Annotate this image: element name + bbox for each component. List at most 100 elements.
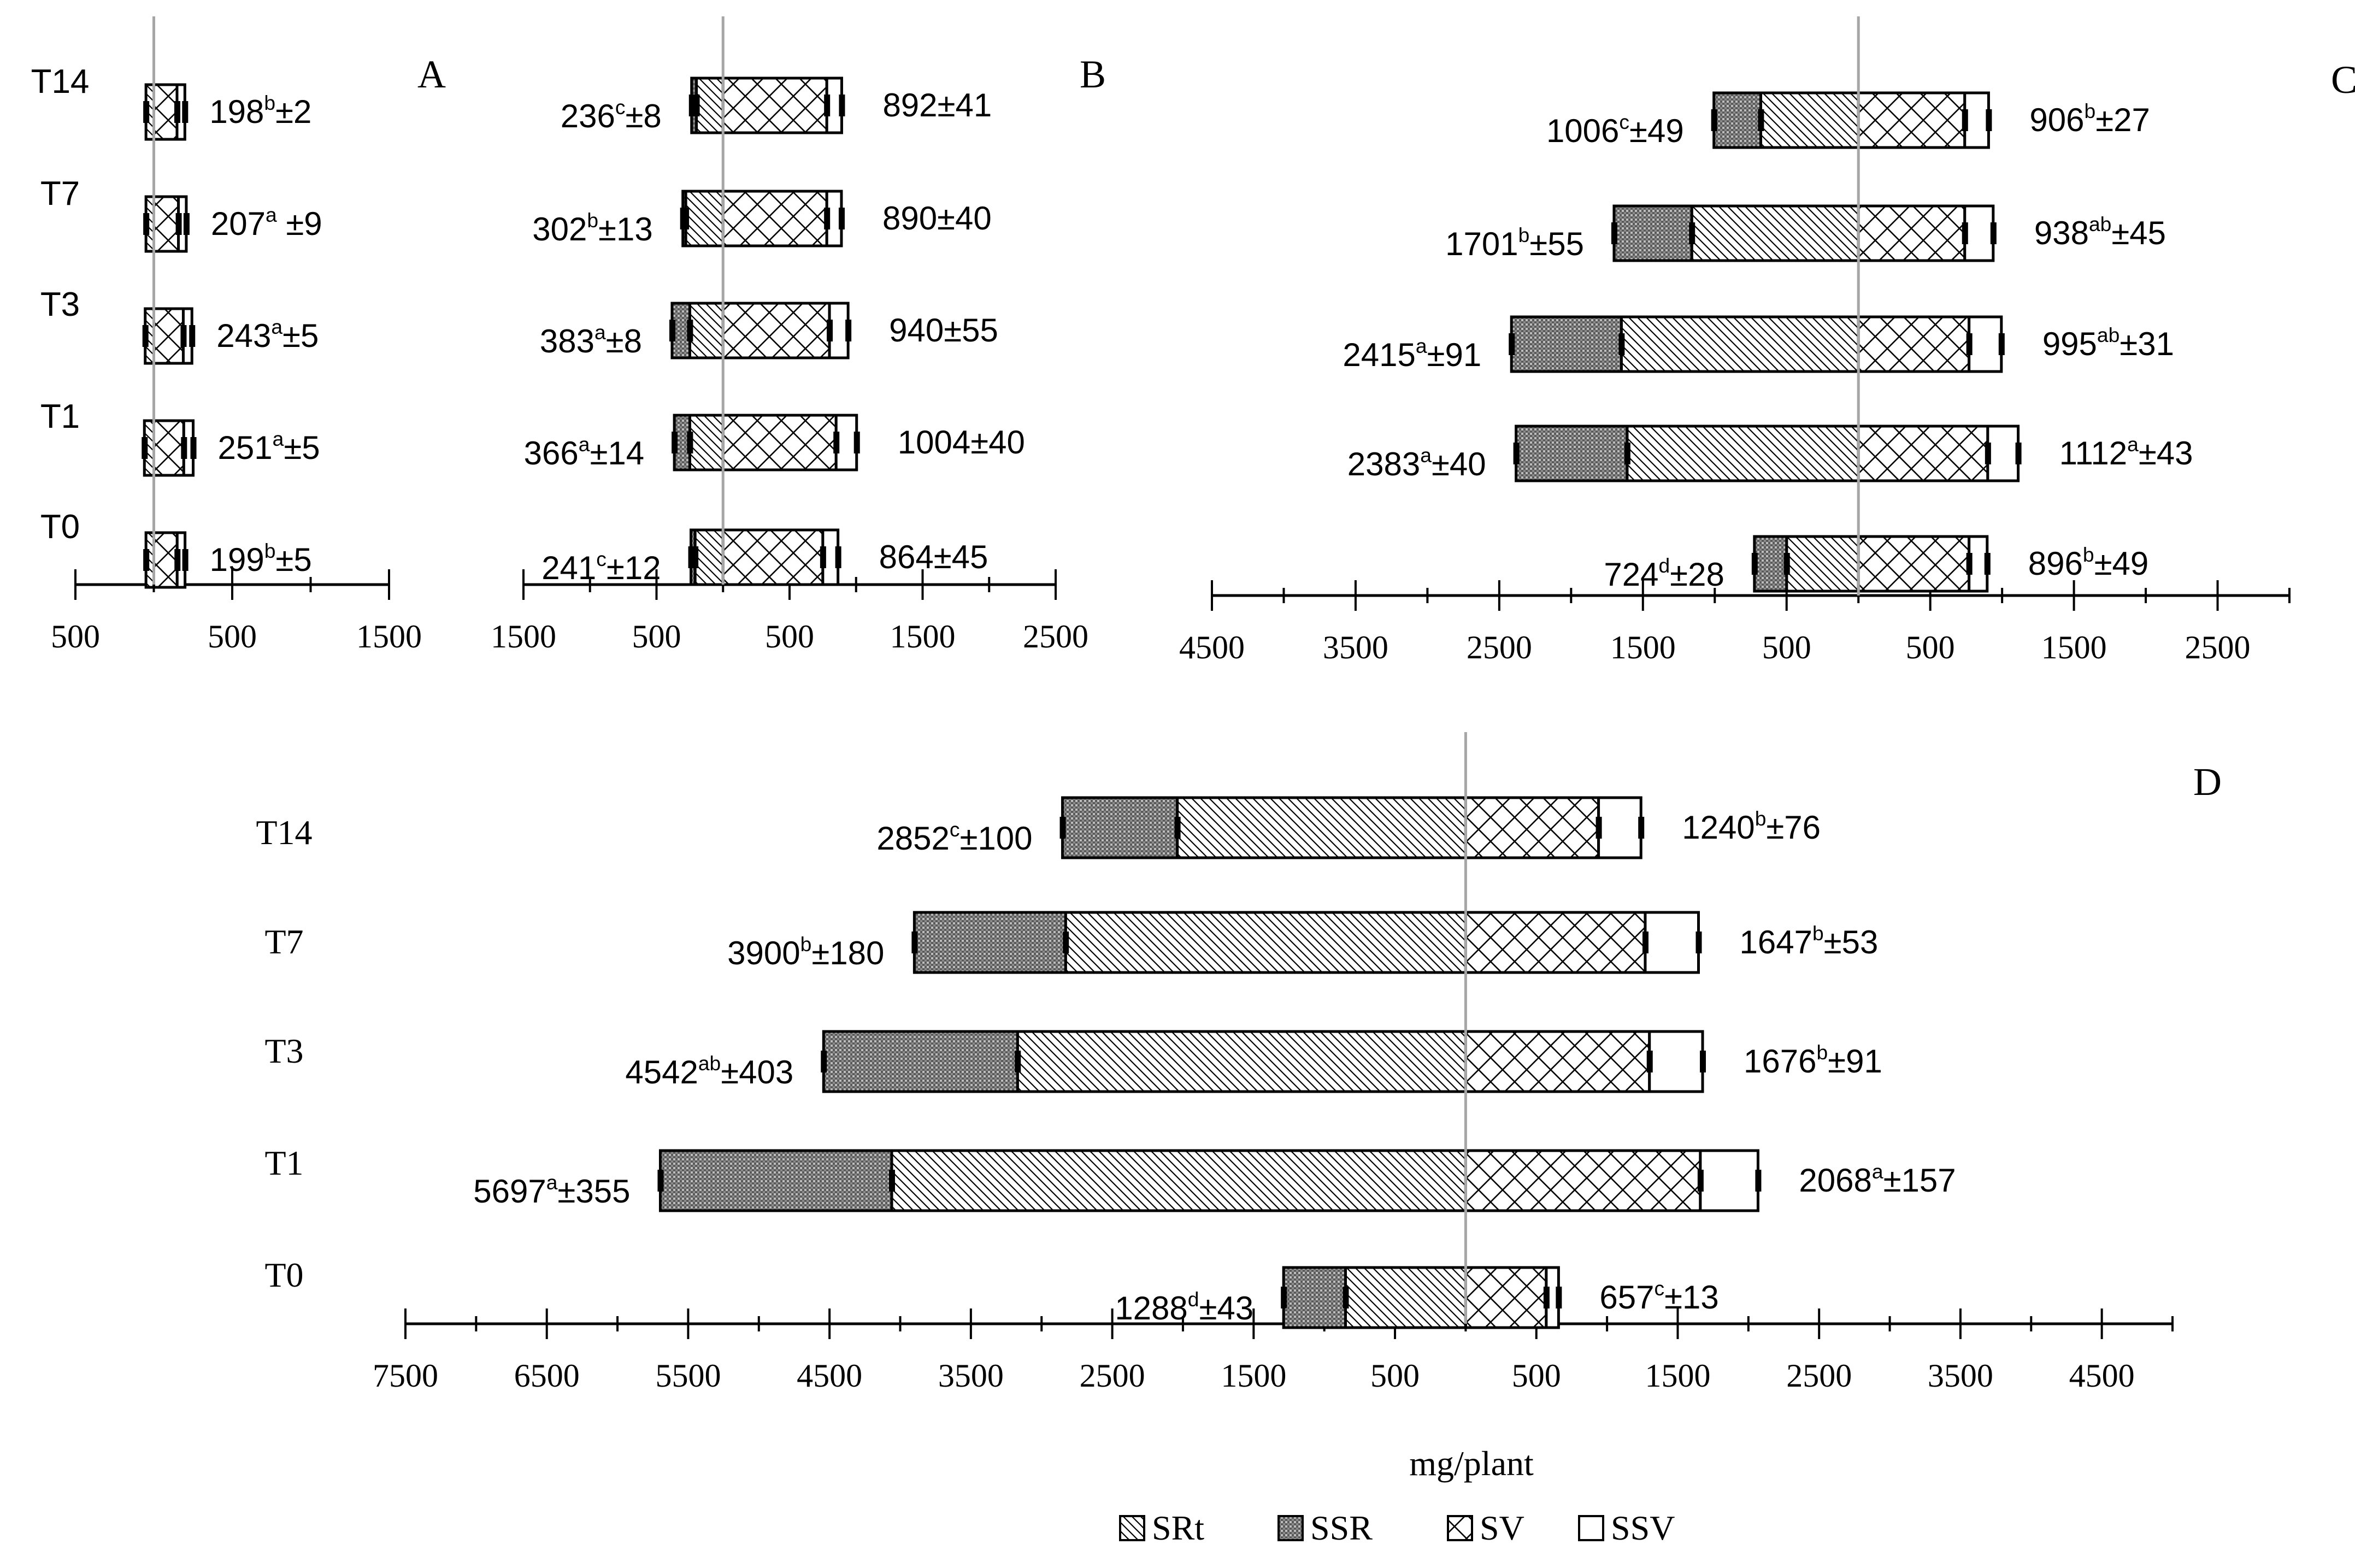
x-tick-label: 2500 bbox=[1023, 618, 1088, 655]
x-tick-label: 500 bbox=[1906, 629, 1955, 665]
error-bar bbox=[1618, 333, 1625, 355]
value-label-right: 243a±5 bbox=[216, 315, 319, 354]
value-label-left: 3900b±180 bbox=[727, 933, 884, 971]
error-bar bbox=[669, 320, 675, 341]
x-tick-label: 500 bbox=[1762, 629, 1811, 665]
error-bar bbox=[827, 320, 833, 341]
value-label-right: 896b±49 bbox=[2028, 543, 2148, 582]
bar-ssr bbox=[912, 911, 1067, 974]
error-bar bbox=[1758, 109, 1764, 131]
panel-letter: A bbox=[417, 52, 446, 96]
panel-a: 500 500 1500 198b±2 207a ±9 243a±5 251a±5 199b±… bbox=[31, 16, 446, 655]
error-bar bbox=[1646, 1051, 1653, 1072]
bar-ssv bbox=[1648, 1030, 1704, 1093]
x-tick-label: 6500 bbox=[514, 1358, 580, 1394]
bar-ssv bbox=[1963, 204, 1995, 262]
error-bar bbox=[1985, 443, 1991, 464]
error-bar bbox=[142, 437, 148, 459]
value-label-left: 4542ab±403 bbox=[625, 1052, 793, 1090]
bar-srt bbox=[1064, 911, 1467, 974]
value-label-right: 938ab±45 bbox=[2034, 213, 2166, 251]
bar-ssv bbox=[1699, 1149, 1759, 1212]
error-bar bbox=[1611, 222, 1617, 244]
error-bar bbox=[1509, 333, 1515, 355]
value-label-right: 1004±40 bbox=[898, 424, 1025, 461]
value-label-right: 864±45 bbox=[879, 539, 988, 575]
error-bar bbox=[1174, 817, 1181, 839]
bar-srt bbox=[1690, 204, 1860, 262]
error-bar bbox=[175, 213, 182, 235]
error-bar bbox=[1281, 1287, 1287, 1308]
value-label-right: 1647b±53 bbox=[1740, 922, 1879, 960]
error-bar bbox=[824, 95, 831, 116]
error-bar bbox=[688, 546, 694, 568]
error-bar bbox=[1543, 1287, 1550, 1308]
bar-srt bbox=[1759, 91, 1860, 149]
bar-sv bbox=[1857, 425, 1989, 482]
value-label-right: 1240b±76 bbox=[1682, 807, 1821, 846]
error-bar bbox=[1689, 222, 1695, 244]
bar-ssv bbox=[1963, 91, 1990, 149]
error-bar bbox=[174, 101, 180, 123]
bar-sv bbox=[152, 531, 179, 589]
error-bar bbox=[1343, 1287, 1349, 1308]
error-bar bbox=[1998, 333, 2005, 355]
x-tick-label: 1500 bbox=[356, 618, 422, 655]
panel-c: 4500 3500 2500 1500 500 500 1500 2500 906b±27 100… bbox=[1179, 16, 2355, 665]
error-bar bbox=[183, 213, 190, 235]
error-bar bbox=[182, 549, 189, 571]
x-tick-label: 500 bbox=[632, 618, 681, 655]
error-bar bbox=[182, 101, 189, 123]
x-tick-label: 1500 bbox=[1645, 1358, 1710, 1394]
category-label: T14 bbox=[31, 63, 90, 101]
x-tick-label: 3500 bbox=[1323, 629, 1388, 665]
error-bar bbox=[1556, 1287, 1562, 1308]
error-bar bbox=[672, 432, 678, 453]
value-label-right: 251a±5 bbox=[218, 427, 320, 466]
error-bar bbox=[190, 437, 197, 459]
value-label-left: 5697a±355 bbox=[473, 1171, 630, 1210]
error-bar bbox=[824, 208, 831, 229]
value-label-right: 940±55 bbox=[889, 312, 998, 349]
x-tick-label: 2500 bbox=[1786, 1358, 1852, 1394]
x-tick-label: 1500 bbox=[2041, 629, 2107, 665]
bar-sv bbox=[152, 307, 185, 365]
legend: SRt SSR SV SSV bbox=[1119, 1508, 1675, 1547]
value-label-right: 892±41 bbox=[882, 87, 992, 123]
x-tick-label: 500 bbox=[51, 618, 100, 655]
error-bar bbox=[1059, 817, 1066, 839]
bar-srt bbox=[1016, 1030, 1467, 1093]
error-bar bbox=[1986, 109, 1992, 131]
error-bar bbox=[1783, 553, 1790, 575]
x-tick-label: 7500 bbox=[373, 1358, 438, 1394]
error-bar bbox=[888, 1170, 895, 1192]
value-label-left: 383a±8 bbox=[540, 321, 642, 359]
panel-b: 1500 500 500 1500 2500 892±41 236c±8 890±40 302b… bbox=[491, 16, 1106, 655]
legend-label: SV bbox=[1480, 1508, 1524, 1547]
bar-ssr bbox=[822, 1030, 1019, 1093]
x-tick-label: 3500 bbox=[938, 1358, 1004, 1394]
error-bar bbox=[1711, 109, 1717, 131]
value-label-right: 890±40 bbox=[882, 200, 992, 237]
category-label: T0 bbox=[40, 508, 80, 546]
error-bar bbox=[143, 101, 150, 123]
error-bar bbox=[683, 208, 690, 229]
value-label-right: 207a ±9 bbox=[211, 203, 322, 242]
bar-srt bbox=[1620, 315, 1860, 373]
legend-swatch bbox=[1277, 1515, 1304, 1541]
value-label-left: 2383a±40 bbox=[1347, 444, 1486, 482]
bar-sv bbox=[721, 190, 828, 247]
bar-sv bbox=[152, 83, 179, 141]
error-bar bbox=[174, 549, 181, 571]
bar-srt bbox=[890, 1149, 1467, 1212]
legend-label: SSR bbox=[1310, 1508, 1373, 1547]
bar-ssv bbox=[834, 414, 858, 471]
x-tick-label: 500 bbox=[1370, 1358, 1420, 1394]
panel-letter: C bbox=[2331, 58, 2355, 102]
x-tick-label: 500 bbox=[765, 618, 814, 655]
error-bar bbox=[1513, 443, 1520, 464]
legend-swatch bbox=[1447, 1515, 1473, 1541]
error-bar bbox=[657, 1170, 664, 1192]
bar-ssv bbox=[1986, 425, 2020, 482]
